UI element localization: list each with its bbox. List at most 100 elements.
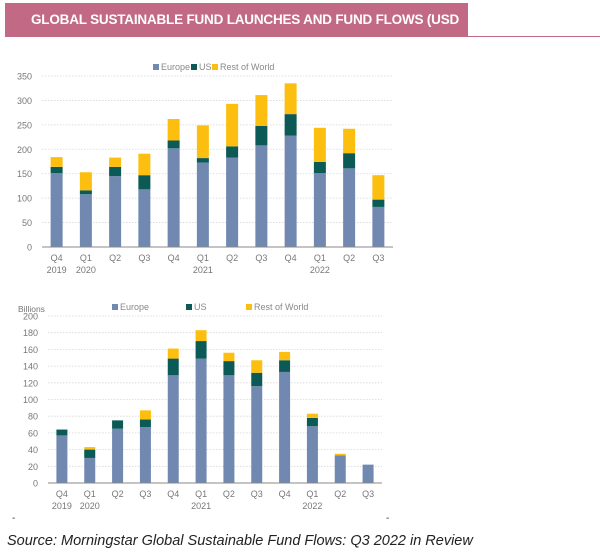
x-tick-label: Q1 [197, 253, 209, 263]
x-tick-label: Q1 [306, 489, 318, 499]
bar-us [306, 417, 318, 427]
bar-rest-of-world [167, 348, 179, 359]
bar-europe [313, 173, 326, 247]
legend-label: Rest of World [254, 302, 308, 312]
divider [468, 36, 600, 37]
bar-europe [167, 375, 179, 483]
x-tick-year: 2020 [76, 265, 96, 275]
bar-rest-of-world [372, 175, 385, 200]
bar-us [279, 360, 291, 372]
x-tick-label: Q3 [138, 253, 150, 263]
bar-europe [223, 375, 235, 483]
bar-rest-of-world [84, 447, 96, 450]
bar-rest-of-world [195, 330, 207, 342]
bar-rest-of-world [138, 153, 151, 176]
bar-rest-of-world [343, 128, 356, 154]
bar-rest-of-world [226, 103, 239, 147]
bar-rest-of-world [251, 360, 263, 373]
source-note: Source: Morningstar Global Sustainable F… [7, 533, 473, 549]
bar-rest-of-world [313, 127, 326, 162]
legend-label: Europe [120, 302, 149, 312]
y-tick-label: 180 [23, 328, 38, 338]
y-tick-label: 20 [28, 462, 38, 472]
x-tick-label: Q1 [84, 489, 96, 499]
x-tick-label: Q4 [167, 489, 179, 499]
bar-rest-of-world [139, 410, 151, 420]
y-tick-label: 250 [17, 120, 32, 130]
bar-rest-of-world [306, 413, 318, 418]
bar-us [139, 419, 151, 428]
legend-label: Europe [161, 62, 190, 72]
x-tick-label: Q4 [168, 253, 180, 263]
fund-launches-chart: 0 50 100 150 200 250 300 350 Q4 2019 Q1 2020 Q2 Q3 Q4 Q… [17, 62, 393, 275]
x-tick-label: Q3 [255, 253, 267, 263]
bar-europe [362, 464, 374, 483]
bar-rest-of-world [109, 157, 122, 167]
y-tick-label: 200 [23, 312, 38, 322]
bar-europe [279, 371, 291, 483]
legend-swatch [186, 304, 192, 310]
x-tick-year: 2022 [302, 501, 322, 511]
x-tick-year: 2021 [193, 265, 213, 275]
y-axis-label: Billions [18, 304, 45, 314]
bar-rest-of-world [334, 453, 346, 456]
bar-europe [109, 176, 122, 247]
bar-us [138, 175, 151, 190]
bar-rest-of-world [279, 351, 291, 361]
bar-us [50, 166, 63, 174]
bar-europe [195, 358, 207, 483]
bar-rest-of-world [223, 352, 235, 362]
dash-mark: - [386, 513, 390, 524]
bar-europe [79, 194, 92, 247]
x-tick-label: Q2 [334, 489, 346, 499]
x-tick-label: Q2 [226, 253, 238, 263]
y-tick-label: 100 [23, 395, 38, 405]
x-tick-label: Q2 [223, 489, 235, 499]
x-tick-label: Q4 [51, 253, 63, 263]
x-tick-label: Q1 [195, 489, 207, 499]
x-tick-label: Q3 [139, 489, 151, 499]
bar-rest-of-world [50, 157, 63, 167]
bar-europe [226, 157, 239, 247]
bar-us [196, 158, 209, 163]
bar-europe [251, 386, 263, 483]
x-tick-label: Q1 [80, 253, 92, 263]
bar-europe [255, 145, 268, 247]
x-tick-label: Q4 [56, 489, 68, 499]
bar-rest-of-world [79, 172, 92, 191]
bar-europe [334, 455, 346, 483]
bar-us [313, 161, 326, 174]
bar-europe [50, 173, 63, 247]
bar-us [372, 199, 385, 207]
bar-europe [56, 435, 68, 483]
x-tick-label: Q2 [343, 253, 355, 263]
bar-us [223, 361, 235, 376]
y-tick-label: 100 [17, 194, 32, 204]
bar-us [251, 372, 263, 387]
bar-us [167, 358, 179, 376]
legend-label: Rest of World [220, 62, 274, 72]
legend-swatch [112, 304, 118, 310]
legend-swatch [153, 64, 159, 70]
bar-us [109, 166, 122, 177]
bar-europe [167, 148, 180, 247]
bar-us [167, 140, 180, 149]
y-tick-label: 120 [23, 378, 38, 388]
x-tick-year: 2019 [52, 501, 72, 511]
legend-swatch [246, 304, 252, 310]
x-tick-label: Q2 [112, 489, 124, 499]
bar-europe [139, 427, 151, 483]
bar-us [284, 114, 297, 136]
x-tick-year: 2020 [80, 501, 100, 511]
bar-us [255, 125, 268, 146]
x-tick-label: Q3 [362, 489, 374, 499]
bar-rest-of-world [284, 83, 297, 115]
y-tick-label: 350 [17, 72, 32, 82]
bar-europe [138, 189, 151, 247]
bar-us [112, 420, 124, 429]
legend-label: US [199, 62, 212, 72]
y-tick-label: 0 [33, 479, 38, 489]
y-tick-label: 150 [17, 169, 32, 179]
bar-us [56, 429, 68, 436]
dash-mark: - [12, 513, 16, 524]
